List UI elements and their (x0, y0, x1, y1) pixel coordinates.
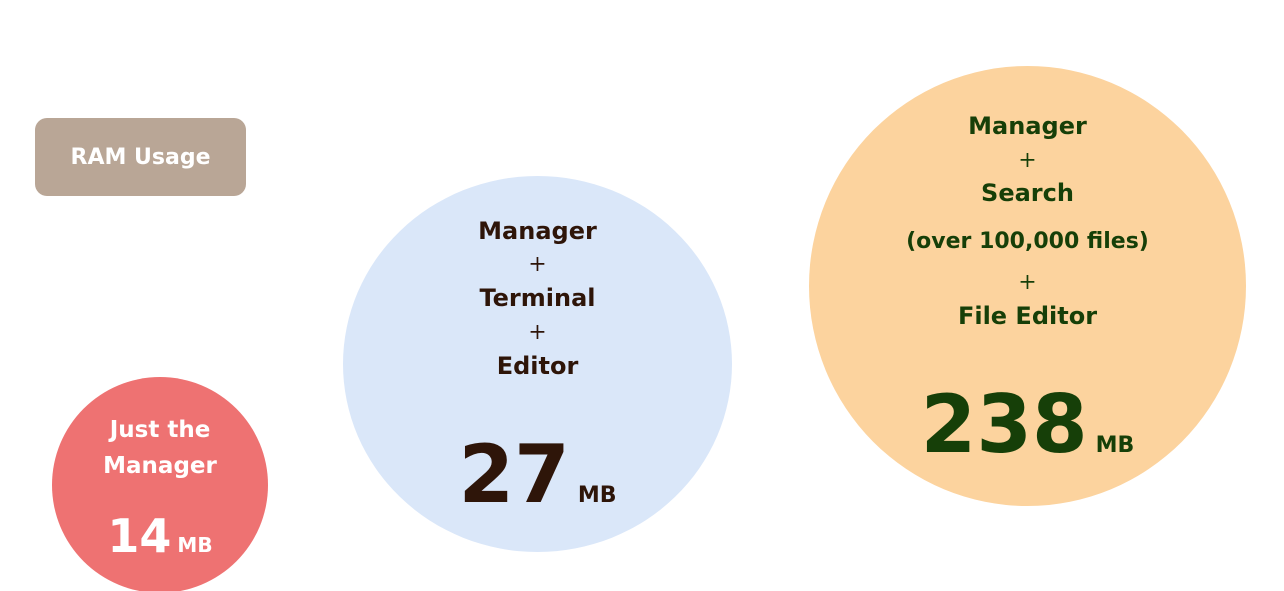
bubble-label-line: (over 100,000 files) (906, 229, 1149, 254)
plus-sign: + (528, 252, 547, 277)
bubble-label-line: Terminal (479, 284, 596, 312)
bubble-value: 27 MB (343, 428, 732, 521)
plus-sign: + (1018, 148, 1037, 173)
bubble-value: 238 MB (809, 378, 1246, 471)
value-unit: MB (577, 483, 617, 508)
bubble-label-line: Search (981, 179, 1074, 207)
badge-label: RAM Usage (70, 144, 211, 170)
bubble-value: 14 MB (52, 509, 268, 563)
value-unit: MB (1095, 433, 1135, 458)
value-unit: MB (177, 533, 213, 557)
plus-sign: + (528, 320, 547, 345)
value-number: 14 (107, 509, 172, 563)
bubble-label-line: Just the (109, 417, 211, 443)
bubble-label-line: Editor (496, 352, 579, 380)
bubble-manager-search-file-editor: Manager + Search (over 100,000 files) + … (809, 66, 1246, 506)
value-number: 238 (920, 378, 1088, 471)
ram-usage-badge: RAM Usage (35, 118, 246, 196)
bubble-label-line: Manager (968, 112, 1087, 140)
plus-sign: + (1018, 270, 1037, 295)
value-number: 27 (458, 428, 570, 521)
bubble-label-line: File Editor (957, 302, 1098, 330)
bubble-manager-terminal-editor: Manager + Terminal + Editor 27 MB (343, 176, 732, 552)
bubble-label-line: Manager (478, 217, 597, 245)
bubble-manager-only: Just the Manager 14 MB (52, 377, 268, 591)
bubble-label-line: Manager (103, 453, 217, 479)
